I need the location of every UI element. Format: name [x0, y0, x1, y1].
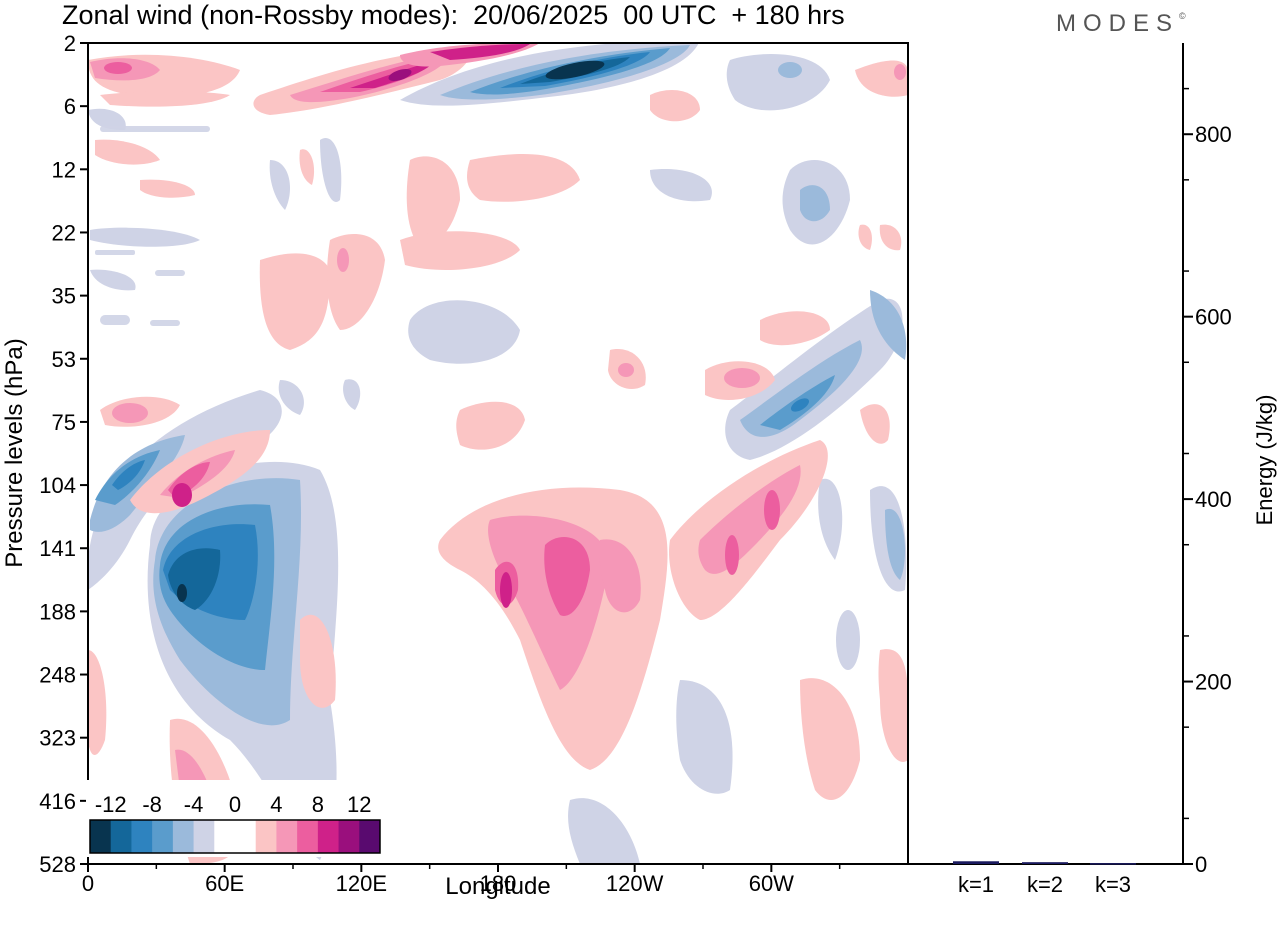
energy-bars: k=1 k=2 k=3	[953, 861, 1136, 897]
y-tick-label: 188	[39, 599, 76, 624]
energy-tick-label: 800	[1195, 122, 1232, 147]
y-tick-label: 104	[39, 473, 76, 498]
positive-regions	[88, 43, 908, 864]
energy-tick-label: 400	[1195, 487, 1232, 512]
colorbar-frame	[89, 819, 381, 854]
modes-logo: MODES©	[1056, 10, 1186, 38]
colorbar-swatch	[297, 820, 319, 853]
colorbar-tick-label: -4	[184, 792, 204, 817]
colorbar-swatch	[193, 820, 215, 853]
x-tick-label: 60W	[749, 871, 794, 896]
chart-title: Zonal wind (non-Rossby modes): 20/06/202…	[62, 0, 845, 30]
colorbar-tick-label: -12	[95, 792, 127, 817]
colorbar-swatch	[214, 820, 236, 853]
y-axis-label: Pressure levels (hPa)	[1, 338, 28, 567]
energy-tick-label: 200	[1195, 670, 1232, 695]
colorbar-tick-label: 12	[347, 792, 371, 817]
energy-tick-label: 600	[1195, 305, 1232, 330]
x-tick-label: 180	[480, 871, 517, 896]
y-tick-label: 6	[64, 94, 76, 119]
colorbar-tick-label: 8	[312, 792, 324, 817]
energy-axis-label: Energy (J/kg)	[1252, 395, 1277, 526]
colorbar-swatch	[131, 820, 153, 853]
colorbar-tick-label: -8	[142, 792, 162, 817]
colorbar-tick-label: 4	[270, 792, 282, 817]
x-tick-label: 0	[82, 871, 94, 896]
colorbar-tick-label: 0	[229, 792, 241, 817]
logo-mark: ©	[1179, 11, 1186, 21]
x-tick-label: 120E	[336, 871, 387, 896]
colorbar-swatch	[90, 820, 112, 853]
energy-bar-label: k=2	[1027, 872, 1063, 897]
upper-speckles	[95, 126, 210, 326]
energy-tick-label: 0	[1195, 852, 1207, 877]
x-axis-ticks: 0 60E 120E 180 120W 60W	[82, 864, 841, 896]
y-tick-label: 528	[39, 852, 76, 877]
y-tick-label: 53	[52, 347, 76, 372]
energy-bar-label: k=3	[1095, 872, 1131, 897]
y-tick-label: 323	[39, 726, 76, 751]
colorbar-swatch	[235, 820, 257, 853]
y-tick-label: 75	[52, 410, 76, 435]
colorbar: -12 -8 -4 0 4 8 12	[86, 780, 384, 857]
colorbar-swatch	[317, 820, 340, 853]
colorbar-swatch	[172, 820, 195, 853]
colorbar-swatch	[110, 820, 132, 853]
colorbar-swatch	[338, 820, 360, 853]
y-axis-ticks: 2 6 12 22 35 53 75 104 141 188 248 323 416 528	[39, 31, 88, 877]
logo-text: MODES	[1056, 10, 1180, 37]
colorbar-swatch	[152, 820, 174, 853]
y-tick-label: 416	[39, 789, 76, 814]
energy-bar-label: k=1	[958, 872, 994, 897]
y-tick-label: 141	[39, 536, 76, 561]
colorbar-swatch	[359, 820, 381, 853]
x-axis-label: Longitude	[445, 873, 550, 900]
colorbar-swatch	[255, 820, 277, 853]
x-tick-label: 60E	[205, 871, 244, 896]
y-tick-label: 12	[52, 157, 76, 182]
y-tick-label: 22	[52, 220, 76, 245]
x-tick-label: 120W	[606, 871, 664, 896]
colorbar-swatch	[276, 820, 298, 853]
energy-bar	[1090, 863, 1136, 865]
y-tick-label: 248	[39, 663, 76, 688]
wind-field	[88, 43, 908, 864]
y-tick-label: 35	[52, 284, 76, 309]
energy-axis: 0 200 400 600 800	[1183, 87, 1232, 877]
energy-bar	[953, 861, 999, 864]
y-tick-label: 2	[64, 31, 76, 56]
energy-bar	[1022, 862, 1068, 864]
